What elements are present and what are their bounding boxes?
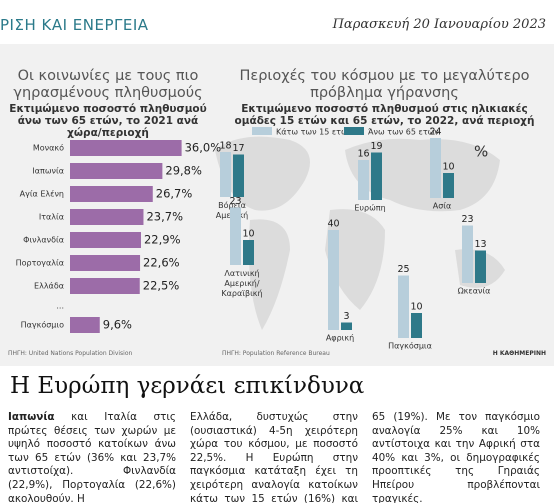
bar xyxy=(443,173,454,198)
left-chart-title: Οι κοινωνίες με τους πιο γηρασμένους πλη… xyxy=(13,68,203,101)
category-label: Ελλάδα xyxy=(34,282,64,291)
category-label: Ασία xyxy=(433,202,452,211)
category-label: Αφρική xyxy=(326,334,354,343)
value-label: 22,9% xyxy=(144,233,181,247)
bar xyxy=(230,207,241,265)
bar xyxy=(475,250,486,283)
category-label: ... xyxy=(56,302,64,311)
bar xyxy=(430,138,441,198)
bar xyxy=(70,232,141,248)
legend-swatch xyxy=(252,127,272,135)
value-label: 17 xyxy=(232,143,244,154)
right-source: ΠΗΓΗ: Population Reference Bureau xyxy=(222,350,330,357)
value-label: 29,8% xyxy=(165,164,202,178)
bar xyxy=(341,322,352,330)
category-label: Μονακό xyxy=(33,143,64,153)
category-label: Παγκόσμια xyxy=(388,341,432,351)
section-title: ΡΙΣΗ ΚΑΙ ΕΝΕΡΓΕΙΑ xyxy=(0,16,149,34)
value-label: 36,0% xyxy=(185,141,222,155)
bar xyxy=(371,152,382,200)
legend-swatch xyxy=(344,127,364,135)
value-label: 22,5% xyxy=(143,279,180,293)
category-label: Πορτογαλία xyxy=(16,259,64,268)
value-label: 3 xyxy=(343,311,349,322)
unit: % xyxy=(474,143,488,161)
bar xyxy=(411,313,422,338)
article-column: 65 (19%). Με τον παγκόσμιο αναλογία 25% … xyxy=(372,411,540,503)
charts: Μονακό 36,0% Ιαπωνία 29,8% Αγία Ελένη 26,7% Ιτ… xyxy=(16,127,505,351)
bar xyxy=(220,152,231,197)
bar xyxy=(358,160,369,200)
category-label: Λατινική Αμερική/Καραϊβική xyxy=(221,269,262,298)
value-label: 24 xyxy=(429,127,441,138)
category-label: Ιταλία xyxy=(39,213,64,222)
date: Παρασκευή 20 Ιανουαρίου 2023 xyxy=(332,17,546,32)
bar xyxy=(70,186,153,202)
category-label: Ευρώπη xyxy=(354,203,385,213)
value-label: 19 xyxy=(370,141,382,152)
category-label: Ιαπωνία xyxy=(32,167,64,176)
legend-label: Κάτω των 15 ετών xyxy=(276,127,353,137)
value-label: 10 xyxy=(242,229,254,240)
value-label: 26,7% xyxy=(156,187,193,201)
bar xyxy=(398,275,409,338)
value-label: 23 xyxy=(461,214,473,225)
bar xyxy=(70,163,163,179)
left-chart-subtitle: Εκτιμώμενο ποσοστό πληθυσμού άνω των 65 … xyxy=(9,103,207,139)
headline: Η Ευρώπη γερνάει επικίνδυνα xyxy=(10,373,365,399)
article-column: Ιαπωνία και Ιταλία στις πρώτες θέσεις τω… xyxy=(8,411,176,503)
legend-label: Άνω των 65 ετών xyxy=(368,127,439,137)
value-label: 18 xyxy=(219,141,231,152)
bar xyxy=(70,209,144,225)
bar xyxy=(70,278,140,294)
category-label: Ωκεανία xyxy=(458,287,491,296)
lead-word: Ιαπωνία xyxy=(8,411,55,423)
value-label: 22,6% xyxy=(143,256,180,270)
right-chart-title: Περιοχές του κόσμου με το μεγαλύτερο πρό… xyxy=(239,68,530,101)
right-chart-subtitle: Εκτιμώμενο ποσοστό πληθυσμού στις ηλικια… xyxy=(234,103,535,127)
left-source: ΠΗΓΗ: United Nations Population Division xyxy=(8,350,133,357)
bar xyxy=(462,225,473,283)
bar xyxy=(243,240,254,265)
value-label: 16 xyxy=(357,149,369,160)
bar xyxy=(328,230,339,330)
category-label: Φινλανδία xyxy=(23,236,64,245)
bar xyxy=(70,140,182,156)
value-label: 23 xyxy=(229,196,241,207)
article-column: Ελλάδα, δυστυχώς στην (ουσιαστικά) 4-5η … xyxy=(190,411,358,503)
bar xyxy=(70,255,141,271)
credit: Η ΚΑΘΗΜΕΡΙΝΗ xyxy=(492,350,546,357)
value-label: 10 xyxy=(410,302,422,313)
value-label: 13 xyxy=(474,239,486,250)
value-label: 25 xyxy=(397,264,409,275)
bar xyxy=(70,317,100,333)
value-label: 40 xyxy=(327,219,339,230)
bar xyxy=(233,154,244,197)
value-label: 10 xyxy=(442,162,454,173)
category-label: Αγία Ελένη xyxy=(20,189,64,199)
value-label: 9,6% xyxy=(103,318,132,332)
text: και Ιταλία στις πρώτες θέσεις των χωρών … xyxy=(8,411,177,503)
category-label: Παγκόσμιο xyxy=(21,320,65,330)
value-label: 23,7% xyxy=(146,210,183,224)
